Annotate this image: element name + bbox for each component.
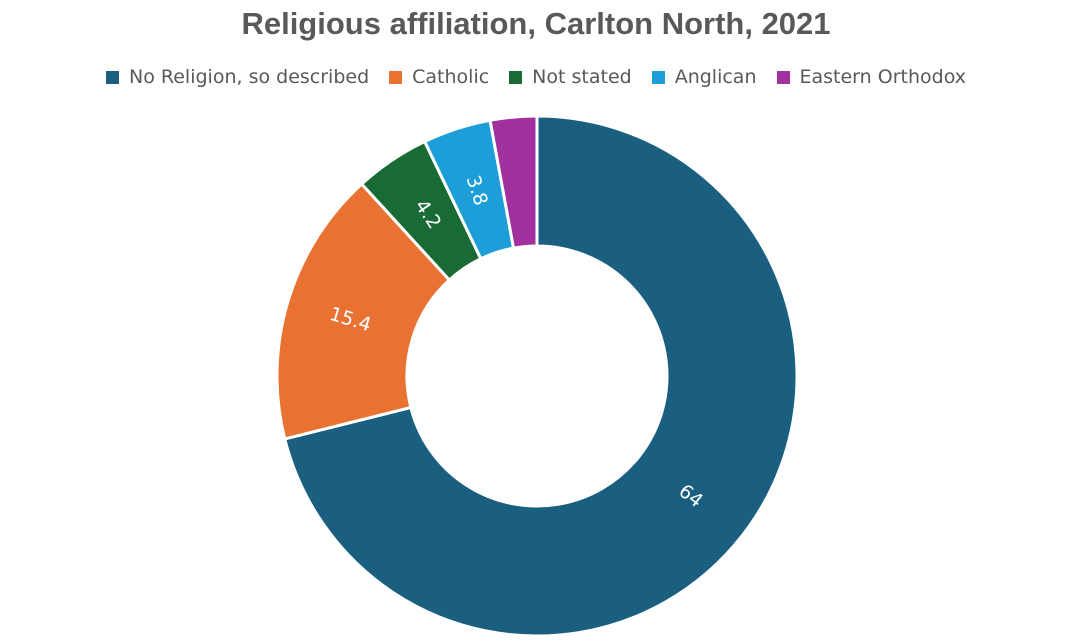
- legend-label: Not stated: [532, 66, 632, 88]
- legend-label: Eastern Orthodox: [799, 66, 966, 88]
- slice-no-religion-so-described: [283, 114, 799, 638]
- legend-item-eastern-orthodox: Eastern Orthodox: [776, 66, 966, 88]
- slice-eastern-orthodox: [488, 114, 539, 250]
- legend-swatch: [509, 70, 523, 84]
- legend-swatch: [389, 70, 403, 84]
- legend-label: Anglican: [674, 66, 757, 88]
- legend-label: Catholic: [412, 66, 490, 88]
- donut-slices: [275, 114, 799, 638]
- legend-item-anglican: Anglican: [651, 66, 757, 88]
- legend-item-not-stated: Not stated: [509, 66, 632, 88]
- legend-swatch: [776, 70, 790, 84]
- legend-swatch: [106, 70, 120, 84]
- legend-item-no-religion-so-described: No Religion, so described: [106, 66, 369, 88]
- chart-legend: No Religion, so described Catholic Not sta…: [0, 66, 1072, 88]
- legend-swatch: [651, 70, 665, 84]
- legend-item-catholic: Catholic: [389, 66, 489, 88]
- slice-catholic: [275, 182, 451, 441]
- chart-title: Religious affiliation, Carlton North, 20…: [241, 6, 831, 41]
- legend-label: No Religion, so described: [129, 66, 370, 88]
